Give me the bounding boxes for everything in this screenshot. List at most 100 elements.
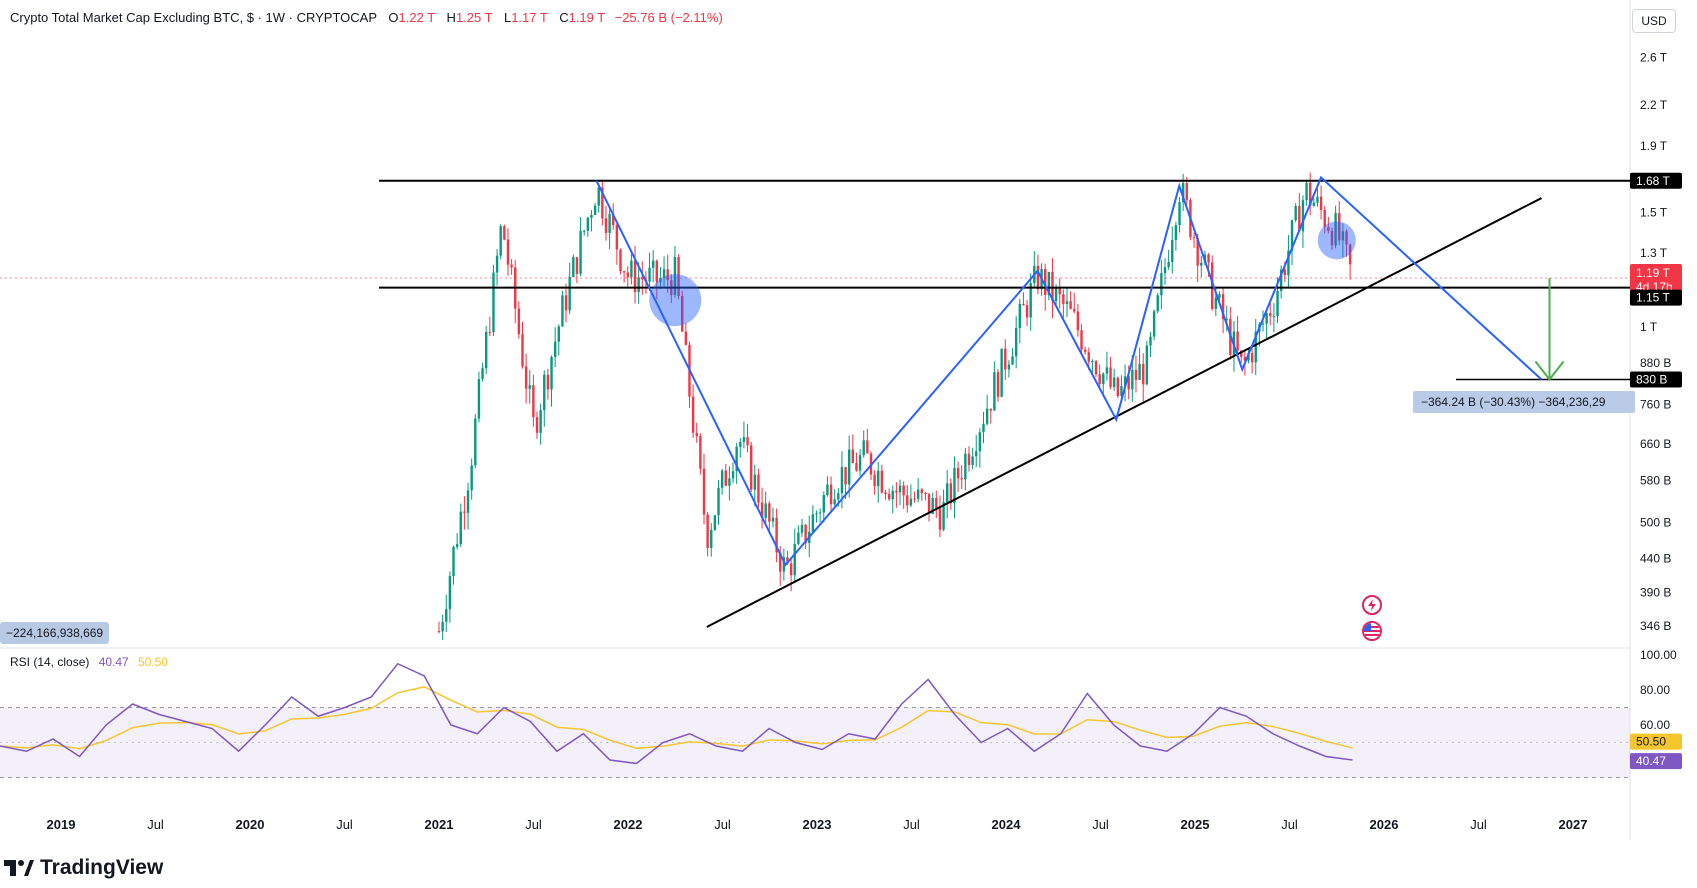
candle-body <box>612 213 615 226</box>
candle-body <box>637 277 640 293</box>
candle-body <box>1316 196 1319 203</box>
candle-body <box>630 260 633 278</box>
price-axis-label: 2.2 T <box>1640 98 1668 112</box>
candle-body <box>1152 311 1156 337</box>
drawing-tools[interactable] <box>0 175 1630 628</box>
candle-body <box>1025 305 1029 318</box>
candle-body <box>1073 308 1076 312</box>
price-axis-label: 1.9 T <box>1640 139 1668 153</box>
candle-body <box>626 272 629 278</box>
candle-body <box>818 512 822 514</box>
candle-body <box>902 485 905 496</box>
symbol-title[interactable]: Crypto Total Market Cap Excluding BTC, $… <box>10 10 377 25</box>
candle-body <box>470 465 473 491</box>
candle-body <box>1214 297 1218 309</box>
candle-body <box>586 217 590 231</box>
candle-body <box>622 271 626 273</box>
currency-button[interactable]: USD <box>1632 9 1676 33</box>
candle-body <box>797 532 800 544</box>
candle-body <box>789 563 793 576</box>
symbol-header: Crypto Total Market Cap Excluding BTC, $… <box>10 10 723 25</box>
candle-body <box>1156 295 1159 312</box>
alert-icon[interactable] <box>1362 595 1382 615</box>
price-axis-label: 2.6 T <box>1640 51 1668 65</box>
candle-body <box>524 366 528 389</box>
candle-body <box>800 524 804 533</box>
candle-body <box>916 489 920 499</box>
candle-body <box>1094 361 1098 375</box>
candle-body <box>746 437 749 446</box>
us-flag-icon <box>1364 623 1380 639</box>
candle-body <box>982 423 985 433</box>
high-value: 1.25 T <box>455 10 493 25</box>
candle-body <box>851 449 855 463</box>
time-axis-label: 2022 <box>614 817 643 832</box>
change-value: −25.76 B (−2.11%) <box>614 10 723 25</box>
candle-body <box>499 226 502 256</box>
candle-body <box>946 483 949 503</box>
candle-body <box>782 557 786 572</box>
candle-body <box>553 341 557 357</box>
candle-body <box>927 493 931 514</box>
rsi-line <box>0 662 1353 765</box>
candle-body <box>506 239 510 265</box>
candle-body <box>956 468 960 479</box>
candle-body <box>615 225 619 250</box>
time-axis-label: 2020 <box>236 817 265 832</box>
candle-body <box>535 417 539 433</box>
candle-body <box>924 493 927 495</box>
candle-body <box>804 524 807 544</box>
candle-body <box>463 511 466 513</box>
candle-body <box>1319 196 1323 210</box>
candle-body <box>967 453 971 466</box>
candle-body <box>459 511 462 545</box>
rsi-legend[interactable]: RSI (14, close) 40.47 50.50 <box>10 655 168 669</box>
candle-body <box>815 513 818 515</box>
candle-body <box>1054 287 1058 301</box>
rsi-axis-label: 60.00 <box>1640 718 1670 732</box>
candle-body <box>1341 231 1345 241</box>
price-axis-label: 1 T <box>1640 320 1658 334</box>
candle-body <box>1334 213 1337 246</box>
candle-body <box>1076 311 1080 331</box>
grid-lines <box>0 0 1631 840</box>
candle-body <box>1145 345 1149 385</box>
candle-body <box>648 267 651 282</box>
candle-body <box>884 492 887 495</box>
lightning-icon <box>1368 599 1376 611</box>
candle-body <box>837 493 840 500</box>
time-axis-label: Jul <box>1470 817 1487 832</box>
current-price-tag-bg <box>1630 263 1682 294</box>
candle-body <box>492 272 495 332</box>
candle-body <box>1142 363 1145 385</box>
candle-body <box>749 445 753 490</box>
candle-body <box>466 490 470 513</box>
candle-body <box>673 256 677 296</box>
candle-body <box>699 436 702 469</box>
candle-body <box>1171 240 1174 263</box>
candle-body <box>532 385 535 418</box>
candle-body <box>1348 244 1352 265</box>
candle-body <box>517 308 521 335</box>
candle-body <box>873 474 876 487</box>
candle-body <box>1254 331 1257 363</box>
rsi-axis-label: 80.00 <box>1640 683 1670 697</box>
candle-body <box>1062 294 1065 305</box>
tradingview-logo[interactable]: TradingView <box>4 856 163 880</box>
target-arrow-head <box>1534 360 1565 382</box>
candle-body <box>1330 230 1334 246</box>
candle-body <box>964 453 967 480</box>
measure-label[interactable]: −364.24 B (−30.43%) −364,236,29 <box>1413 391 1635 413</box>
brand-name: TradingView <box>40 856 164 879</box>
rsi-value-tag-bg <box>1630 753 1682 770</box>
candle-body <box>1160 273 1163 296</box>
economic-event-icon[interactable] <box>1362 621 1382 641</box>
price-axis-label: 580 B <box>1640 474 1671 488</box>
candle-body <box>920 489 923 494</box>
candle-body <box>978 432 982 452</box>
candle-body <box>775 517 778 553</box>
candle-body <box>989 408 992 411</box>
candle-body <box>728 478 731 486</box>
candle-body <box>833 499 836 505</box>
